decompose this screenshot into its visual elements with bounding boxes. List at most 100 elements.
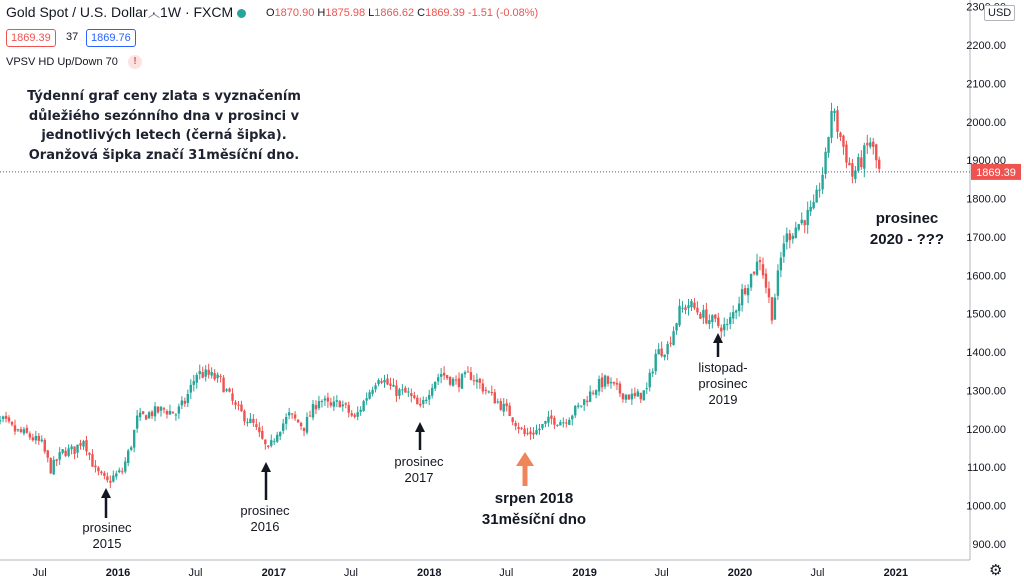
candle-body [472, 380, 476, 382]
candle-body [734, 310, 738, 313]
annotation-text: Týdenní graf ceny zlata s vyznačením důl… [24, 87, 304, 165]
candle-body [580, 405, 583, 407]
currency-button[interactable]: USD [984, 5, 1016, 21]
candle-body [559, 422, 562, 426]
candle-body [177, 406, 181, 414]
candle-body [630, 393, 634, 400]
candle-body [657, 349, 660, 355]
candle-body [28, 433, 32, 438]
candle-body [428, 394, 431, 400]
arrow-nov-2019-head [713, 333, 723, 343]
price-axis-area[interactable] [970, 0, 1024, 583]
candle-body [824, 151, 827, 174]
candle-body [502, 403, 505, 412]
candle-body [31, 437, 35, 441]
candle-body [517, 427, 520, 430]
candle-body [368, 392, 371, 399]
candle-body [25, 427, 29, 433]
candle-body [794, 227, 797, 239]
eye-dot-icon[interactable] [237, 9, 246, 18]
label-aug-2018: srpen 2018 31měsíční dno [481, 490, 587, 528]
sell-price-button[interactable]: 1869.39 [6, 29, 56, 47]
candle-body [198, 371, 201, 375]
candle-body [264, 439, 267, 445]
candle-body [672, 331, 675, 345]
candle-body [407, 391, 410, 393]
candle-body [484, 389, 488, 391]
candle-body [535, 430, 538, 435]
candle-body [749, 273, 753, 288]
candle-body [416, 397, 419, 405]
candle-body [159, 406, 163, 411]
candle-body [273, 441, 276, 443]
candle-body [439, 374, 443, 377]
candle-body [761, 264, 765, 276]
candle-body [571, 415, 574, 420]
buy-price-button[interactable]: 1869.76 [86, 29, 136, 47]
candle-body [714, 314, 717, 319]
candle-body [565, 422, 568, 424]
annotation-line: důležiého sezónního dna v prosinci v [28, 108, 300, 124]
candle-body [651, 371, 654, 374]
time-tick-label: Jul [810, 567, 824, 579]
chevron-up-icon[interactable]: ︿ [148, 6, 161, 20]
candle-body [174, 414, 178, 416]
candle-body [594, 390, 598, 395]
candle-body [270, 440, 273, 446]
candle-body [618, 383, 622, 394]
ohlc-values: O1870.90 H1875.98 L1866.62 C1869.39 -1.5… [266, 7, 539, 19]
annotation-arrows [101, 333, 723, 518]
candle-body [317, 401, 321, 409]
candle-body [711, 315, 714, 323]
candle-body [591, 392, 595, 394]
candle-body [645, 388, 648, 390]
candle-body [556, 424, 559, 426]
indicator-legend[interactable]: VPSV HD Up/Down 70 [6, 56, 118, 68]
candle-body [55, 459, 58, 461]
candle-body [875, 144, 878, 161]
candle-body [615, 382, 619, 385]
candle-body [845, 144, 848, 163]
candle-body [737, 303, 741, 312]
time-tick-label: Jul [344, 567, 358, 579]
candle-body [386, 378, 389, 385]
candle-body [848, 162, 851, 166]
candle-body [681, 307, 684, 309]
candle-body [582, 399, 586, 405]
candle-body [61, 449, 64, 453]
candle-body [279, 431, 282, 437]
candle-body [347, 405, 350, 413]
candle-body [684, 307, 687, 311]
warning-icon[interactable]: ! [128, 55, 142, 69]
candle-body [526, 432, 529, 434]
candle-body [332, 401, 336, 407]
candle-body [675, 323, 678, 331]
symbol-title[interactable]: Gold Spot / U.S. Dollar · 1W · FXCM [6, 4, 234, 20]
candle-body [147, 412, 151, 419]
candle-body [189, 384, 193, 393]
candle-body [37, 435, 41, 441]
candle-body [210, 371, 213, 376]
candle-body [481, 383, 485, 392]
time-tick-label: 2021 [884, 567, 908, 579]
price-tick-label: 1800.00 [966, 194, 1006, 206]
candle-body [34, 435, 38, 441]
arrow-dec-2016-head [261, 462, 271, 472]
candle-body [311, 403, 315, 418]
candle-body [231, 393, 234, 401]
gear-icon[interactable]: ⚙ [989, 562, 1003, 579]
price-tick-label: 2000.00 [966, 117, 1006, 129]
candle-body [505, 403, 508, 407]
candle-body [46, 450, 49, 458]
time-tick-label: Jul [33, 567, 47, 579]
candle-body [454, 379, 458, 381]
candle-body [156, 406, 160, 413]
candle-body [4, 415, 8, 419]
candle-body [290, 413, 294, 415]
candle-body [374, 385, 377, 390]
price-tick-label: 1100.00 [967, 462, 1006, 474]
candle-body [70, 446, 73, 450]
candle-body [508, 405, 511, 417]
candle-body [329, 402, 333, 406]
